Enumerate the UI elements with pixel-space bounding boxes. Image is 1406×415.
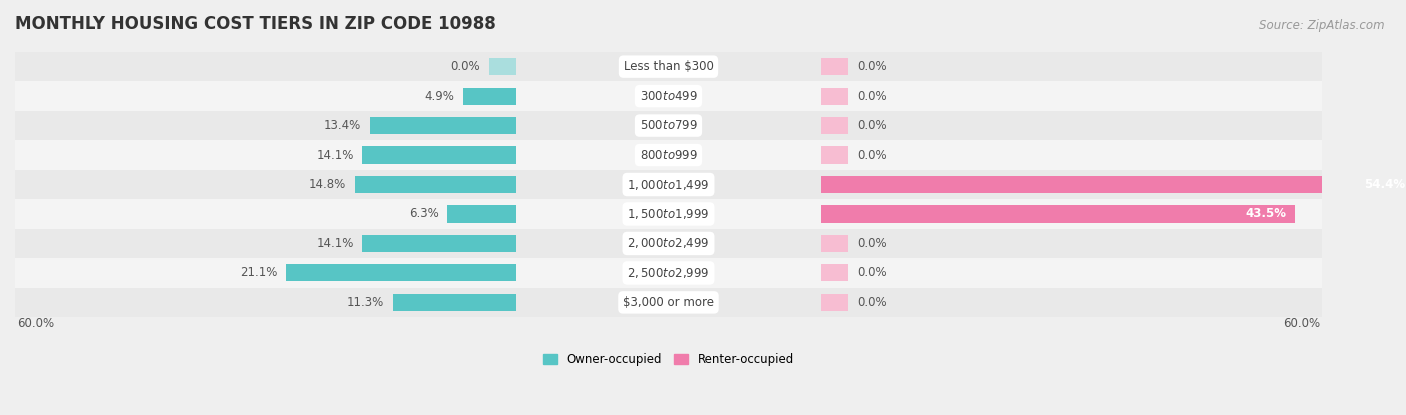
Bar: [821, 117, 848, 134]
Bar: [15, 170, 1322, 199]
Text: 21.1%: 21.1%: [240, 266, 277, 279]
Bar: [287, 264, 516, 281]
Text: 13.4%: 13.4%: [325, 119, 361, 132]
Text: $1,500 to $1,999: $1,500 to $1,999: [627, 207, 710, 221]
Legend: Owner-occupied, Renter-occupied: Owner-occupied, Renter-occupied: [543, 353, 794, 366]
Text: 14.1%: 14.1%: [316, 237, 354, 250]
Bar: [392, 294, 516, 311]
Text: $800 to $999: $800 to $999: [640, 149, 697, 161]
Text: Source: ZipAtlas.com: Source: ZipAtlas.com: [1260, 19, 1385, 32]
Text: 0.0%: 0.0%: [856, 149, 887, 161]
Bar: [821, 264, 848, 281]
Text: 14.1%: 14.1%: [316, 149, 354, 161]
Bar: [463, 88, 516, 105]
Text: 0.0%: 0.0%: [856, 90, 887, 103]
Text: 0.0%: 0.0%: [856, 60, 887, 73]
Bar: [363, 235, 516, 252]
Text: $1,000 to $1,499: $1,000 to $1,499: [627, 178, 710, 191]
Bar: [15, 258, 1322, 288]
Text: 4.9%: 4.9%: [425, 90, 454, 103]
Bar: [370, 117, 516, 134]
Text: $2,500 to $2,999: $2,500 to $2,999: [627, 266, 710, 280]
Text: 6.3%: 6.3%: [409, 208, 439, 220]
Text: Less than $300: Less than $300: [623, 60, 713, 73]
Bar: [15, 81, 1322, 111]
Text: MONTHLY HOUSING COST TIERS IN ZIP CODE 10988: MONTHLY HOUSING COST TIERS IN ZIP CODE 1…: [15, 15, 496, 33]
Bar: [821, 146, 848, 164]
Text: 11.3%: 11.3%: [347, 296, 384, 309]
Bar: [15, 52, 1322, 81]
Bar: [447, 205, 516, 222]
Bar: [821, 294, 848, 311]
Text: 43.5%: 43.5%: [1246, 208, 1286, 220]
Bar: [354, 176, 516, 193]
Bar: [821, 58, 848, 75]
Text: 14.8%: 14.8%: [309, 178, 346, 191]
Text: 54.4%: 54.4%: [1364, 178, 1405, 191]
Text: 0.0%: 0.0%: [856, 119, 887, 132]
Text: $3,000 or more: $3,000 or more: [623, 296, 714, 309]
Text: $500 to $799: $500 to $799: [640, 119, 697, 132]
Text: 0.0%: 0.0%: [450, 60, 479, 73]
Bar: [821, 205, 1295, 222]
Text: 0.0%: 0.0%: [856, 237, 887, 250]
Text: 0.0%: 0.0%: [856, 296, 887, 309]
Text: 60.0%: 60.0%: [17, 317, 55, 330]
Bar: [15, 111, 1322, 140]
Bar: [821, 176, 1406, 193]
Text: 0.0%: 0.0%: [856, 266, 887, 279]
Bar: [363, 146, 516, 164]
Bar: [821, 88, 848, 105]
Text: $2,000 to $2,499: $2,000 to $2,499: [627, 237, 710, 251]
Bar: [15, 288, 1322, 317]
Bar: [489, 58, 516, 75]
Bar: [821, 235, 848, 252]
Bar: [15, 140, 1322, 170]
Text: 60.0%: 60.0%: [1282, 317, 1320, 330]
Bar: [15, 229, 1322, 258]
Bar: [15, 199, 1322, 229]
Text: $300 to $499: $300 to $499: [640, 90, 697, 103]
